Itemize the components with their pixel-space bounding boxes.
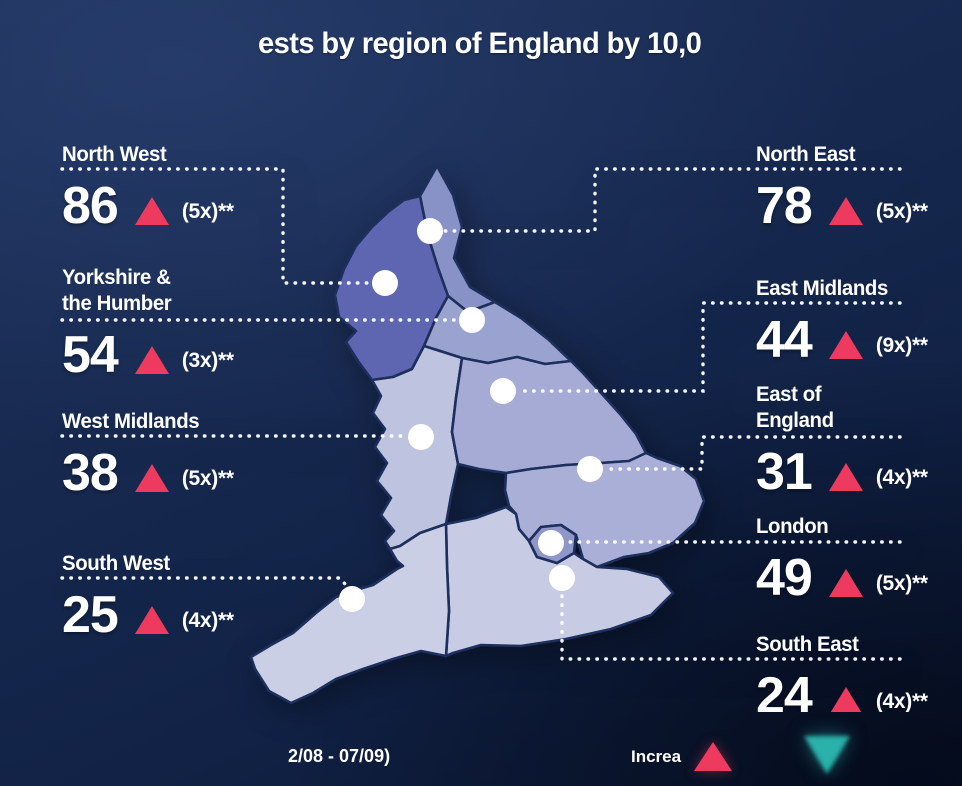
increase-triangle-icon [134, 346, 169, 374]
region-multiplier: (4x)** [875, 466, 928, 489]
increase-triangle-icon [134, 464, 169, 492]
region-value: 24 [756, 667, 813, 712]
dotted-connector-lines [60, 167, 902, 661]
connector-south-west [60, 576, 352, 592]
connector-east-midlands [516, 301, 902, 393]
region-value: 25 [62, 586, 119, 644]
map-regions [249, 164, 706, 705]
region-value: 86 [62, 177, 119, 235]
region-label-south-west: South West 25 (4x)** [62, 551, 234, 644]
region-name: East Midlands [756, 277, 888, 300]
increase-triangle-icon [828, 569, 863, 597]
region-value: 78 [756, 177, 813, 235]
marker-north-west [372, 270, 398, 296]
region-value: 49 [756, 549, 813, 607]
marker-london [538, 530, 564, 556]
increase-triangle-icon [134, 197, 169, 225]
region-multiplier: (4x)** [181, 609, 234, 632]
connector-east-of-england [603, 435, 902, 471]
region-name: South East [756, 633, 859, 656]
region-label-east-of-england: East of England 31 (4x)** [756, 382, 928, 501]
connector-north-east [443, 167, 902, 233]
increase-triangle-icon [828, 331, 863, 359]
region-value: 38 [62, 444, 119, 502]
region-label-west-midlands: West Midlands 38 (5x)** [62, 409, 234, 502]
legend-increase-label: Increa [631, 747, 682, 766]
region-name-line2: England [756, 409, 834, 432]
map-markers [339, 218, 603, 612]
region-label-south-east: South East 24 (4x)** [756, 632, 928, 712]
increase-triangle-icon [828, 463, 863, 491]
region-name: Yorkshire & [62, 266, 171, 289]
connector-north-west [60, 167, 373, 285]
map-region-south-west [249, 522, 451, 705]
region-multiplier: (5x)** [181, 467, 234, 490]
region-multiplier: (4x)** [875, 690, 928, 712]
region-label-yorkshire: Yorkshire & the Humber 54 (3x)** [62, 265, 234, 384]
region-name: North West [62, 143, 167, 166]
marker-south-east [549, 565, 575, 591]
increase-triangle-icon [828, 197, 863, 225]
increase-triangle-icon [828, 687, 863, 712]
legend-decrease-triangle-icon [804, 736, 850, 774]
marker-north-east [417, 218, 443, 244]
region-value: 44 [756, 311, 813, 369]
region-name-line2: the Humber [62, 292, 172, 315]
region-label-north-east: North East 78 (5x)** [756, 142, 928, 235]
region-value: 31 [756, 443, 813, 501]
region-label-east-midlands: East Midlands 44 (9x)** [756, 276, 928, 369]
connector-south-east [560, 591, 902, 661]
marker-east-midlands [490, 378, 516, 404]
region-name: North East [756, 143, 856, 166]
region-multiplier: (5x)** [181, 200, 234, 223]
region-multiplier: (3x)** [181, 349, 234, 372]
marker-east-of-england [577, 456, 603, 482]
legend-increase-triangle-icon [694, 742, 732, 771]
region-name: West Midlands [62, 410, 200, 433]
marker-yorkshire [459, 307, 485, 333]
region-multiplier: (5x)** [875, 572, 928, 595]
region-name: East of [756, 383, 822, 406]
map-region-east-midlands [450, 355, 648, 475]
footer-period: 2/08 - 07/09) [288, 746, 391, 766]
region-value: 54 [62, 326, 119, 384]
region-name: London [756, 515, 829, 538]
marker-west-midlands [408, 424, 434, 450]
increase-triangle-icon [134, 606, 169, 634]
page-title: ests by region of England by 10,0 [258, 27, 702, 60]
marker-south-west [339, 586, 365, 612]
region-multiplier: (9x)** [875, 334, 928, 357]
region-label-north-west: North West 86 (5x)** [62, 142, 234, 235]
region-multiplier: (5x)** [875, 200, 928, 223]
region-name: South West [62, 552, 170, 575]
region-label-london: London 49 (5x)** [756, 514, 928, 607]
